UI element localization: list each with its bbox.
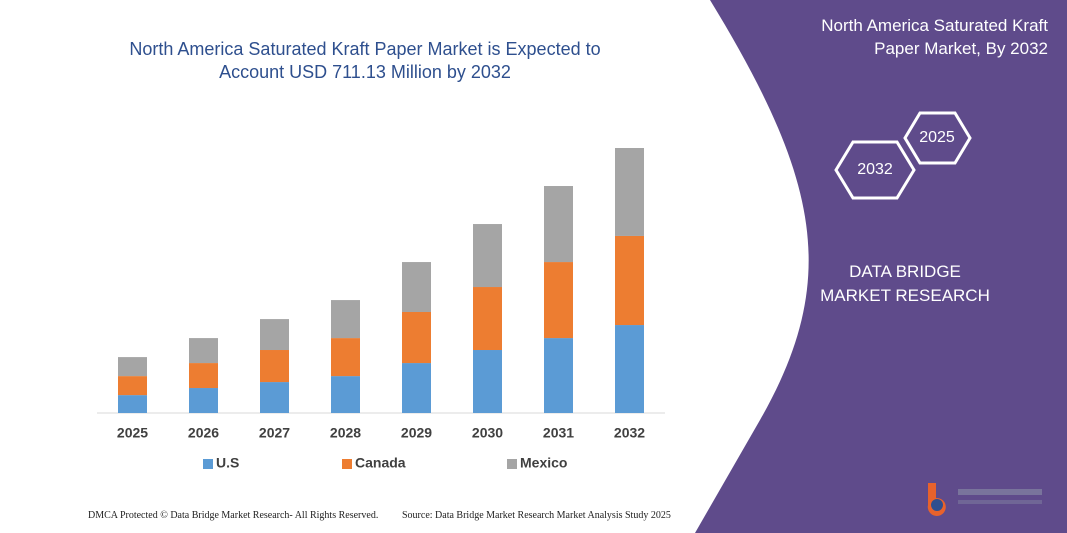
bar-segment — [473, 224, 502, 288]
bar-segment — [615, 148, 644, 236]
footer-right: Source: Data Bridge Market Research Mark… — [402, 510, 671, 521]
bar-segment — [473, 287, 502, 351]
legend-label: U.S — [216, 455, 239, 471]
legend-swatch — [203, 459, 213, 469]
legend-swatch — [342, 459, 352, 469]
x-tick-label: 2031 — [543, 425, 574, 441]
legend-label: Canada — [355, 455, 406, 471]
x-tick-label: 2025 — [117, 425, 148, 441]
chart-title: North America Saturated Kraft Paper Mark… — [129, 39, 601, 82]
legend-swatch — [507, 459, 517, 469]
x-tick-label: 2028 — [330, 425, 361, 441]
x-tick-label: 2026 — [188, 425, 219, 441]
bar-segment — [260, 350, 289, 383]
hexagon-label: 2032 — [857, 161, 893, 178]
bar-segment — [331, 376, 360, 413]
bar-segment — [260, 319, 289, 351]
logo — [927, 483, 1042, 516]
x-tick-label: 2027 — [259, 425, 290, 441]
bar-segment — [331, 338, 360, 377]
bar-segment — [473, 350, 502, 413]
bar-segment — [118, 376, 147, 396]
footer-left: DMCA Protected © Data Bridge Market Rese… — [88, 510, 379, 521]
bar-segment — [402, 363, 431, 413]
bar-segment — [331, 300, 360, 339]
bar-segment — [189, 363, 218, 389]
legend-label: Mexico — [520, 455, 567, 471]
hexagon — [834, 140, 916, 200]
bar-segment — [544, 262, 573, 339]
bar-segment — [615, 325, 644, 413]
bar-segment — [118, 395, 147, 413]
bar-segment — [402, 262, 431, 312]
bar-segment — [402, 311, 431, 364]
bar-segment — [189, 388, 218, 413]
panel-title: North America Saturated Kraft Paper Mark… — [821, 16, 1048, 58]
x-tick-label: 2029 — [401, 425, 432, 441]
bar-segment — [544, 186, 573, 263]
side-panel — [695, 0, 1067, 533]
bar-segment — [260, 382, 289, 413]
bar-segment — [615, 235, 644, 326]
bar-segment — [544, 338, 573, 413]
bar-segment — [189, 338, 218, 364]
x-tick-label: 2032 — [614, 425, 645, 441]
bar-segment — [118, 357, 147, 377]
hexagon-label: 2025 — [919, 129, 955, 146]
hexagon — [903, 111, 972, 165]
x-tick-label: 2030 — [472, 425, 503, 441]
brand: DATA BRIDGE MARKET RESEARCH — [820, 262, 990, 305]
